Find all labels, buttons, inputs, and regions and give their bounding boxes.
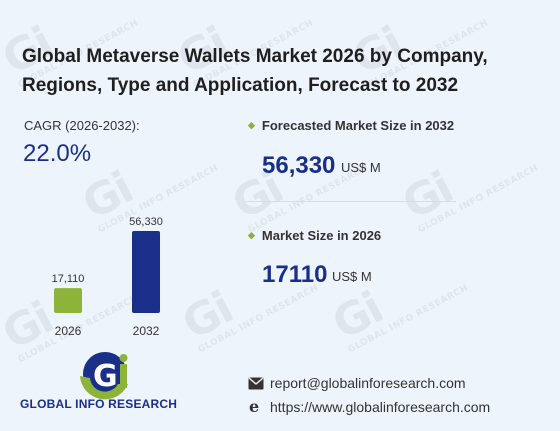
bar-2026: [54, 288, 82, 313]
category-label: 2026: [55, 324, 82, 338]
category-label: 2032: [133, 324, 160, 338]
page-title: Global Metaverse Wallets Market 2026 by …: [22, 42, 542, 100]
current-label: Market Size in 2026: [262, 228, 381, 243]
diamond-bullet-icon: ◆: [248, 120, 255, 130]
mail-icon: [248, 377, 264, 390]
cagr-label: CAGR (2026-2032):: [24, 118, 140, 133]
email-link[interactable]: report@globalinforesearch.com: [270, 375, 466, 391]
bar-value-label: 17,110: [52, 273, 85, 285]
watermark: Gi GLOBAL INFO RESEARCH: [395, 122, 541, 236]
cagr-value: 22.0%: [23, 140, 91, 168]
logo-text: GLOBAL INFO RESEARCH: [20, 397, 177, 411]
current-value: 17110: [262, 261, 327, 289]
svg-text:G: G: [93, 359, 118, 394]
forecast-unit: US$ M: [341, 160, 381, 175]
divider: [246, 201, 456, 202]
forecast-item: ◆ Forecasted Market Size in 2032: [248, 118, 454, 133]
forecast-value: 56,330: [262, 152, 335, 180]
forecast-label: Forecasted Market Size in 2032: [262, 118, 454, 133]
diamond-bullet-icon: ◆: [248, 230, 255, 240]
bar-2032: [132, 231, 160, 313]
watermark: Gi GLOBAL INFO RESEARCH: [325, 242, 471, 356]
bar-chart: 17,110 2026 56,330 2032: [22, 205, 222, 345]
current-item: ◆ Market Size in 2026: [248, 228, 381, 243]
bar-value-label: 56,330: [129, 216, 163, 228]
website-link[interactable]: https://www.globalinforesearch.com: [270, 399, 490, 415]
contact-website[interactable]: e https://www.globalinforesearch.com: [248, 398, 490, 415]
current-unit: US$ M: [332, 269, 372, 284]
web-icon: e: [248, 398, 264, 414]
contact-email[interactable]: report@globalinforesearch.com: [248, 375, 466, 391]
svg-text:e: e: [249, 398, 259, 414]
